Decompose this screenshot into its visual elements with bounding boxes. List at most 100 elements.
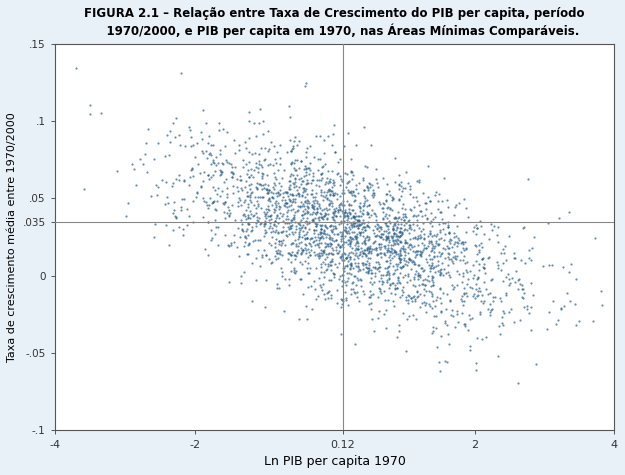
Point	[414, 178, 424, 186]
Point	[414, 303, 424, 311]
Point	[327, 244, 337, 252]
Point	[382, 234, 392, 242]
Point	[165, 127, 175, 135]
Point	[329, 270, 339, 278]
Point	[244, 117, 254, 124]
Point	[300, 218, 310, 226]
Point	[358, 202, 368, 210]
Point	[526, 279, 536, 287]
Point	[432, 205, 442, 212]
Point	[281, 200, 291, 207]
Point	[320, 161, 330, 168]
Point	[261, 206, 271, 213]
Point	[176, 69, 186, 76]
Point	[378, 200, 388, 207]
Point	[360, 197, 370, 205]
Point	[524, 254, 534, 262]
Point	[292, 156, 302, 163]
Point	[384, 263, 394, 270]
Point	[349, 272, 359, 280]
Point	[298, 228, 308, 235]
Point	[446, 311, 456, 319]
Point	[322, 194, 332, 201]
Point	[430, 268, 440, 276]
Point	[349, 197, 359, 205]
Point	[301, 249, 311, 257]
Point	[271, 235, 281, 243]
Point	[510, 278, 520, 286]
Point	[498, 246, 508, 253]
Point	[311, 252, 321, 259]
Point	[215, 171, 225, 179]
Point	[201, 119, 211, 126]
Point	[404, 221, 414, 229]
Point	[363, 243, 373, 250]
Point	[320, 222, 330, 230]
Point	[393, 250, 403, 257]
Point	[206, 236, 216, 243]
Point	[408, 311, 418, 319]
Point	[342, 209, 352, 217]
Point	[211, 206, 221, 213]
Point	[388, 225, 398, 232]
Point	[246, 171, 256, 179]
Point	[245, 208, 255, 215]
Point	[435, 270, 445, 278]
Point	[357, 219, 367, 227]
Point	[159, 200, 169, 208]
Point	[281, 188, 291, 196]
Point	[349, 218, 359, 226]
Point	[324, 242, 334, 250]
Point	[427, 276, 437, 284]
Point	[244, 158, 254, 166]
Point	[341, 294, 351, 302]
Point	[324, 234, 334, 242]
Point	[327, 257, 337, 265]
Point	[191, 193, 201, 201]
Point	[302, 200, 312, 207]
Point	[344, 200, 354, 208]
Point	[264, 194, 274, 201]
Point	[220, 215, 230, 222]
Point	[216, 169, 226, 176]
Point	[223, 203, 233, 211]
Point	[328, 247, 338, 254]
Point	[378, 230, 388, 238]
Point	[342, 129, 352, 137]
Point	[418, 218, 428, 226]
Point	[161, 222, 171, 229]
Point	[359, 265, 369, 273]
Point	[371, 246, 381, 253]
Point	[318, 215, 328, 222]
Point	[403, 272, 413, 279]
Point	[322, 230, 332, 238]
Point	[359, 223, 369, 230]
Point	[365, 278, 375, 286]
Point	[314, 239, 324, 247]
Point	[242, 188, 252, 196]
Point	[458, 244, 468, 251]
Point	[209, 159, 219, 167]
Point	[312, 155, 322, 163]
Point	[274, 284, 284, 291]
Point	[316, 170, 326, 178]
Point	[251, 159, 261, 166]
Point	[318, 229, 328, 237]
Point	[319, 227, 329, 234]
Point	[394, 228, 404, 236]
Point	[298, 191, 308, 199]
Point	[467, 284, 477, 292]
Point	[277, 269, 287, 276]
Point	[85, 102, 95, 109]
Point	[202, 218, 212, 226]
Point	[399, 245, 409, 252]
Point	[209, 158, 219, 166]
Point	[418, 189, 428, 197]
Point	[320, 230, 330, 238]
Point	[405, 276, 415, 284]
Point	[329, 179, 339, 186]
Point	[336, 178, 346, 185]
Point	[338, 295, 348, 303]
Point	[269, 206, 279, 213]
Point	[485, 300, 495, 308]
